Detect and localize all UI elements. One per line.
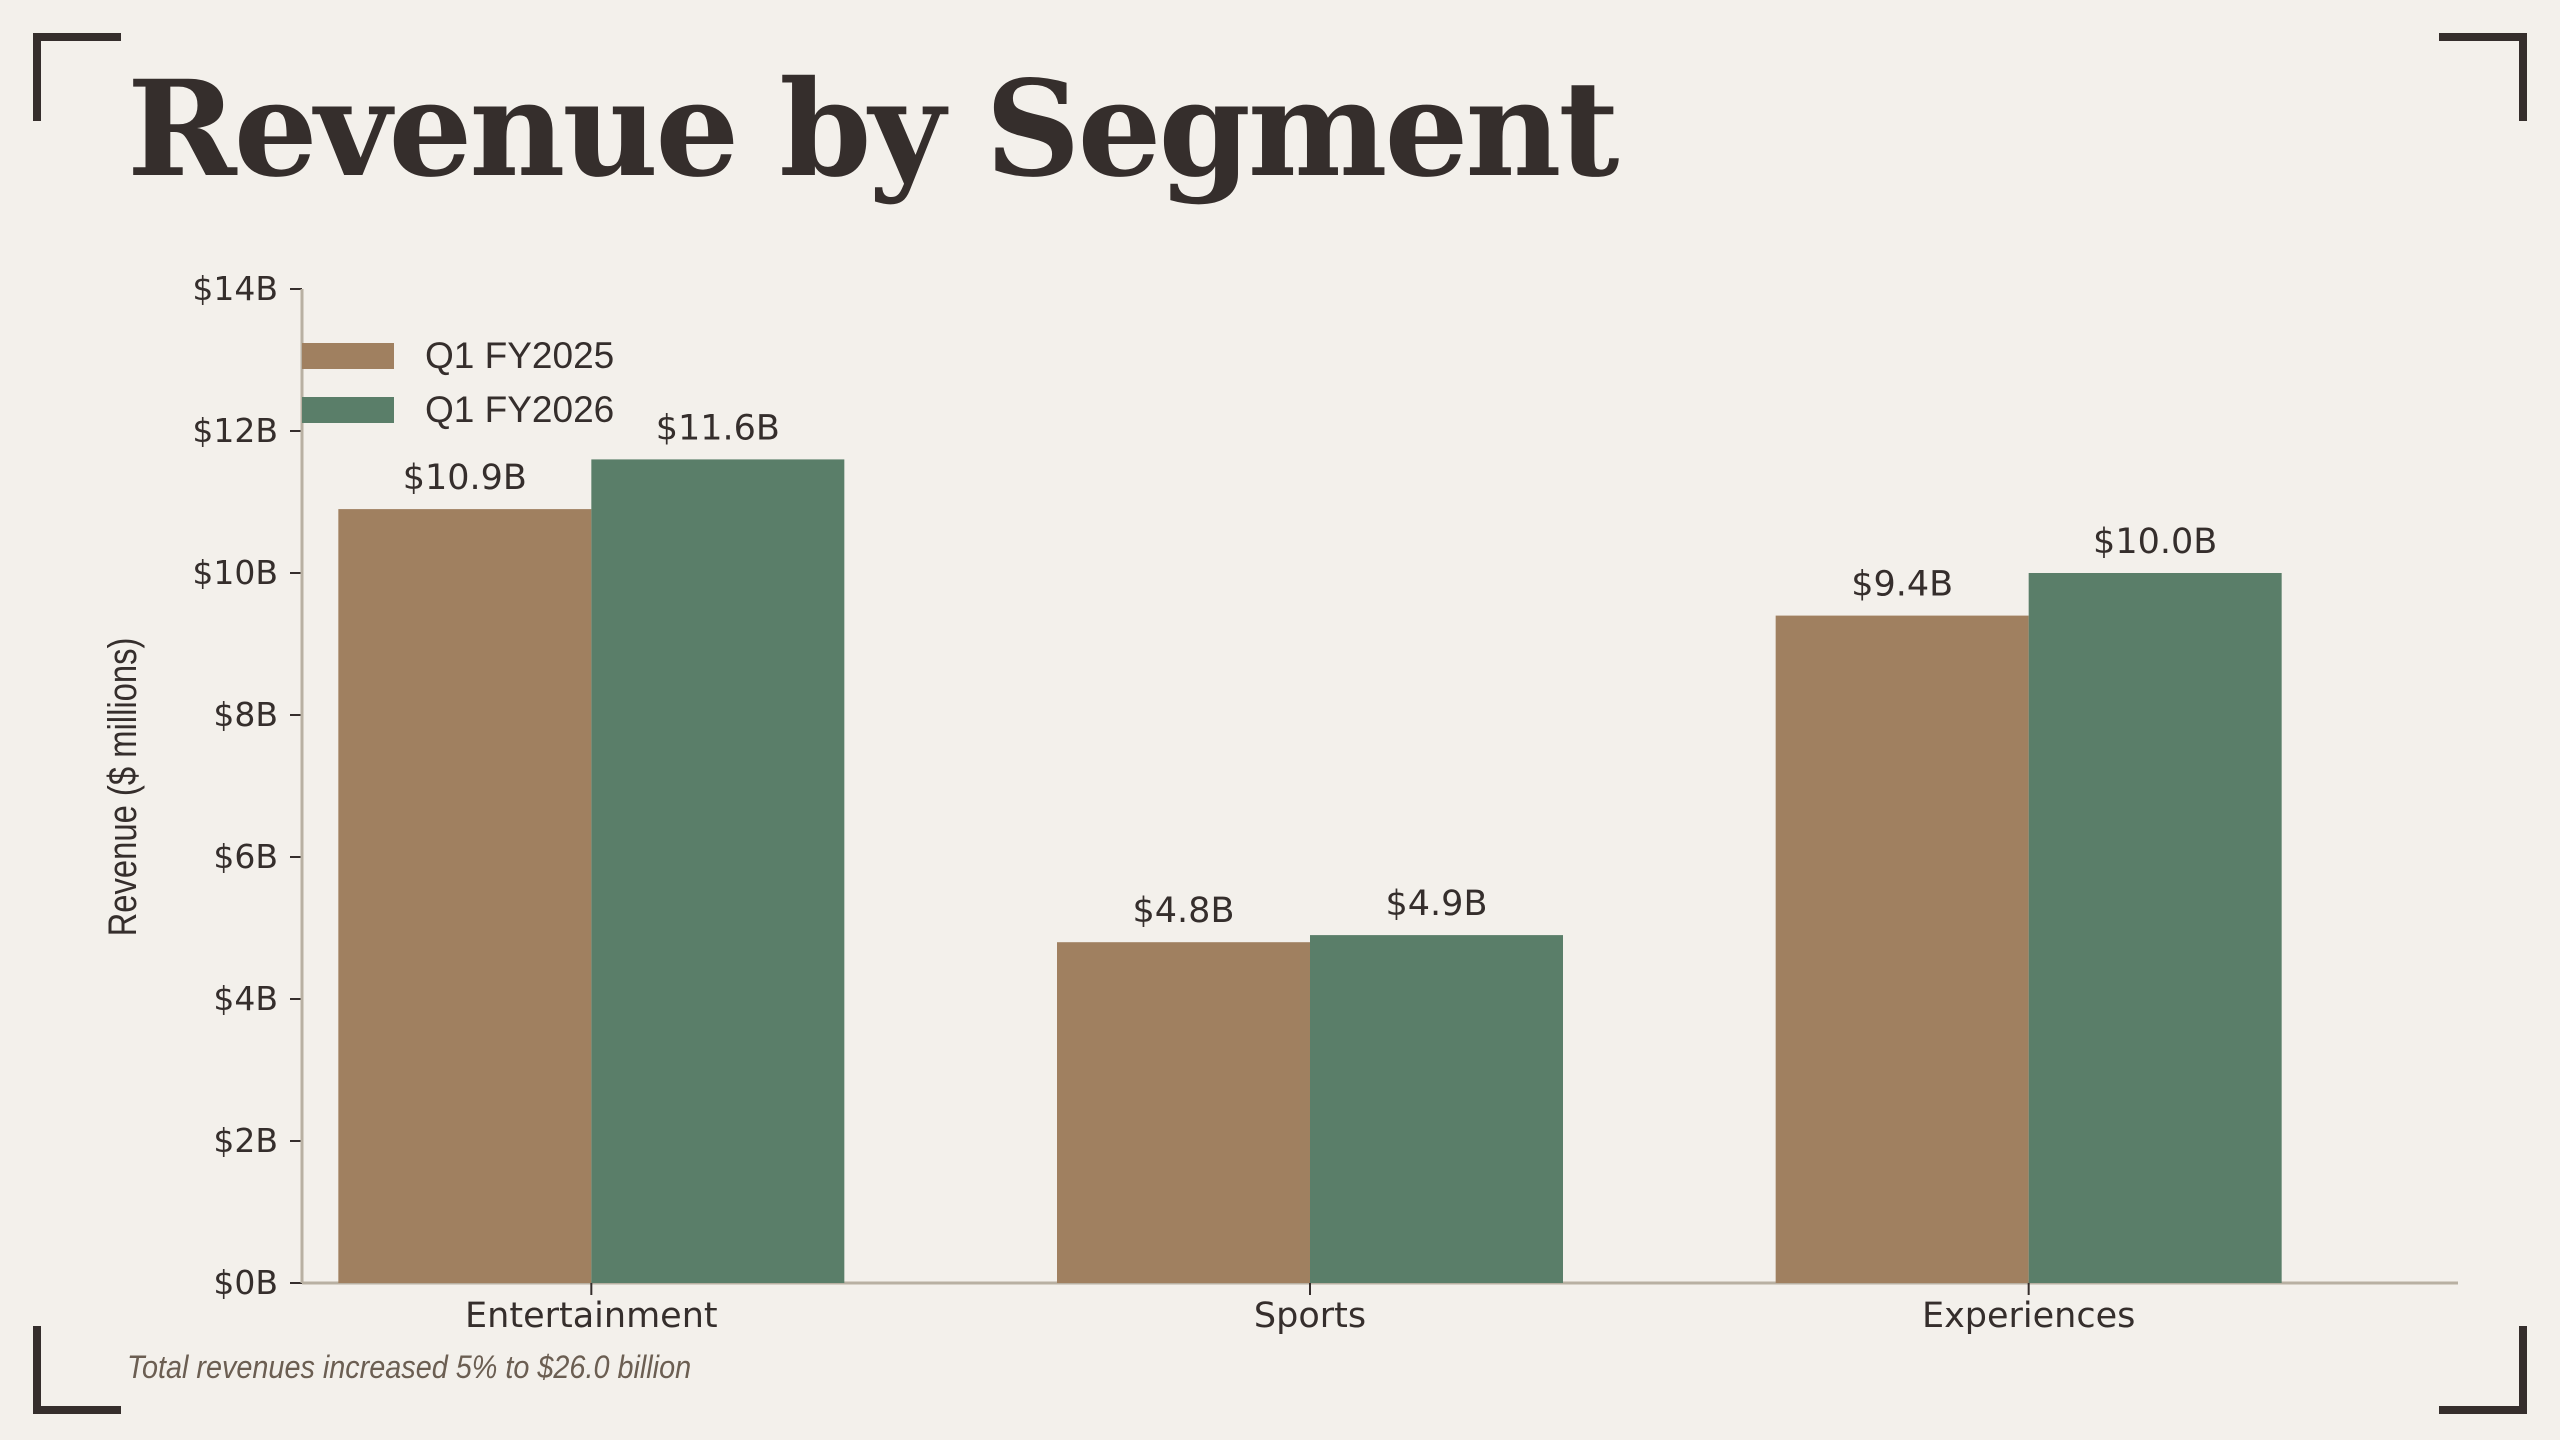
page-title: Revenue by Segment <box>127 52 1619 207</box>
bar-experiences-1 <box>1775 615 2029 1283</box>
corner-bracket-top-left <box>33 33 121 121</box>
y-tick-label: $14B <box>192 269 278 308</box>
y-tick-label: $12B <box>192 411 278 450</box>
data-label: $11.6B <box>656 408 780 448</box>
y-tick-label: $4B <box>213 979 278 1018</box>
data-label: $4.8B <box>1133 891 1235 931</box>
y-tick-label: $10B <box>192 553 278 592</box>
data-label: $10.9B <box>403 458 527 498</box>
y-tick-label: $0B <box>213 1263 278 1302</box>
y-tick-label: $8B <box>213 695 278 734</box>
x-tick-label: Experiences <box>1922 1296 2135 1336</box>
legend-label: Q1 FY2026 <box>425 389 614 430</box>
y-axis-label: Revenue ($ millions) <box>100 638 145 937</box>
caption: Total revenues increased 5% to $26.0 bil… <box>127 1349 692 1385</box>
bar-entertainment-1 <box>338 509 592 1284</box>
y-tick-label: $6B <box>213 837 278 876</box>
corner-bracket-top-right <box>2439 33 2527 121</box>
data-label: $4.9B <box>1386 884 1488 924</box>
corner-bracket-bottom-left <box>33 1326 121 1414</box>
bar-sports-1 <box>1057 942 1310 1283</box>
bar-entertainment-2 <box>591 459 845 1283</box>
x-tick-label: Sports <box>1254 1296 1366 1336</box>
legend-swatch <box>302 397 394 423</box>
bar-sports-2 <box>1310 935 1563 1283</box>
y-tick-label: $2B <box>213 1121 278 1160</box>
corner-bracket-bottom-right <box>2439 1326 2527 1414</box>
legend-swatch <box>302 343 394 369</box>
bar-experiences-2 <box>2028 573 2282 1283</box>
legend-label: Q1 FY2025 <box>425 335 614 376</box>
x-tick-label: Entertainment <box>465 1296 718 1336</box>
data-label: $10.0B <box>2093 522 2217 562</box>
data-label: $9.4B <box>1851 565 1953 605</box>
